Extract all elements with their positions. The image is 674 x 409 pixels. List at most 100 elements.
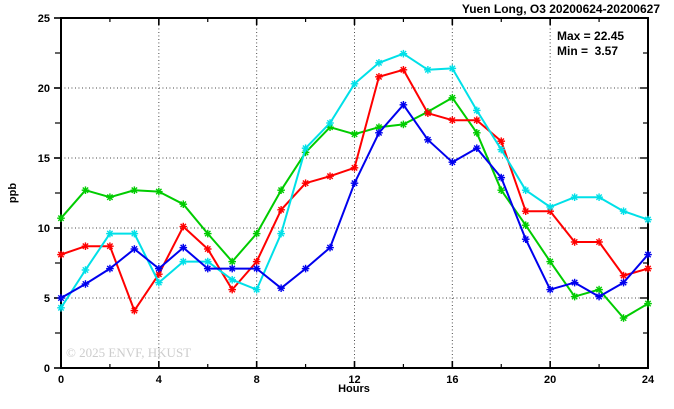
cyan-series-marker [326, 119, 334, 127]
red-series-marker [81, 242, 90, 250]
blue-series-marker [570, 278, 579, 287]
green-series [57, 94, 652, 322]
cyan-series-marker [252, 285, 261, 294]
red-series-marker [399, 66, 408, 74]
red-series-marker [424, 109, 432, 117]
blue-series-marker [106, 264, 114, 273]
x-tick-label: 4 [156, 374, 163, 386]
green-series-marker [644, 299, 652, 308]
green-series-marker [57, 214, 65, 222]
y-tick-label: 25 [38, 13, 50, 25]
cyan-series-marker [350, 80, 359, 88]
blue-series [57, 101, 652, 302]
red-series-marker [595, 238, 603, 246]
red-series-marker [644, 264, 652, 273]
cyan-series-marker [301, 144, 310, 152]
cyan-series-marker [546, 203, 554, 211]
x-tick-label: 0 [58, 374, 64, 386]
gridlines [61, 18, 648, 368]
green-series-marker [521, 221, 530, 229]
red-series [57, 66, 652, 315]
cyan-series-marker [179, 257, 188, 266]
red-series-marker [228, 285, 237, 294]
blue-series-marker [619, 278, 628, 287]
cyan-series-marker [644, 215, 652, 224]
red-series-marker [350, 164, 359, 172]
y-tick-label: 5 [44, 293, 50, 305]
cyan-series [57, 49, 652, 312]
cyan-series-marker [375, 59, 383, 67]
red-series-marker [106, 242, 114, 250]
cyan-series-marker [521, 186, 530, 194]
x-tick-label: 24 [642, 374, 655, 386]
cyan-series-marker [619, 207, 628, 215]
y-axis-title: ppb [7, 183, 19, 203]
blue-series-marker [497, 173, 506, 182]
blue-series-marker [252, 264, 261, 273]
green-series-marker [203, 229, 212, 238]
green-series-marker [277, 186, 285, 194]
cyan-series-marker [130, 229, 139, 238]
max-stat-label: Max = 22.45 [557, 29, 624, 43]
blue-series-marker [326, 243, 334, 252]
x-axis-title: Hours [338, 383, 370, 395]
blue-series-marker [203, 264, 212, 273]
y-tick-label: 20 [38, 83, 50, 95]
blue-series-marker [155, 264, 163, 273]
x-tick-label: 16 [446, 374, 458, 386]
cyan-series-marker [472, 106, 481, 115]
blue-series-marker [546, 285, 554, 294]
green-series-marker [472, 129, 481, 137]
red-series-marker [521, 207, 530, 215]
x-tick-label: 12 [348, 374, 360, 386]
green-series-marker [252, 229, 261, 238]
red-series-marker [619, 271, 628, 280]
plot-border [60, 17, 649, 369]
green-series-marker [399, 120, 408, 129]
red-series-marker [570, 238, 579, 246]
blue-series-marker [81, 280, 90, 288]
cyan-series-marker [399, 49, 408, 58]
green-series-marker [228, 257, 237, 266]
blue-series-marker [448, 158, 457, 166]
red-series-marker [252, 257, 261, 266]
cyan-series-marker [57, 304, 65, 312]
green-series-marker [497, 186, 506, 194]
cyan-series-marker [81, 266, 90, 274]
blue-series-marker [644, 250, 652, 259]
red-series-marker [448, 116, 457, 124]
green-series-marker [350, 130, 359, 138]
blue-series-marker [595, 292, 603, 301]
watermark: © 2025 ENVF, HKUST [66, 345, 191, 360]
blue-series-marker [424, 136, 432, 144]
cyan-series-marker [155, 278, 163, 287]
blue-series-marker [350, 179, 359, 187]
cyan-series-marker [203, 257, 212, 266]
blue-series-marker [228, 264, 237, 273]
cyan-series-marker [424, 66, 432, 74]
red-series-marker [57, 250, 65, 259]
plot-frame [60, 17, 649, 369]
green-series-marker [106, 193, 114, 201]
x-tick-label: 20 [544, 374, 556, 386]
blue-series-marker [472, 144, 481, 152]
red-series-marker [277, 206, 285, 214]
green-series-marker [570, 292, 579, 301]
cyan-series-marker [570, 193, 579, 201]
red-series-marker [375, 73, 383, 81]
tick-labels: 0 5 10 15 20 25 0 4 8 12 16 20 24 [38, 13, 655, 386]
green-series-marker [179, 200, 188, 208]
cyan-series-marker [277, 229, 285, 238]
blue-series-marker [399, 101, 408, 109]
x-tick-label: 8 [254, 374, 260, 386]
blue-series-marker [301, 264, 310, 273]
red-series-marker [497, 137, 506, 145]
green-series-marker [595, 285, 603, 294]
blue-series-marker [277, 284, 285, 292]
red-series-marker [301, 179, 310, 187]
blue-series-marker [521, 235, 530, 243]
blue-series-marker [375, 129, 383, 137]
blue-series-marker [179, 243, 188, 252]
cyan-series-marker [595, 193, 603, 201]
